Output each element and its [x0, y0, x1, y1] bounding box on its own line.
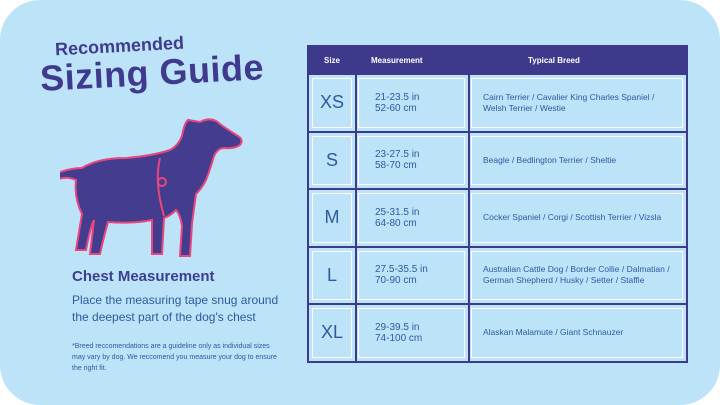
footnote: *Breed reccomendations are a guideline o… — [72, 343, 277, 372]
table-row: S 23-27.5 in 58-70 cm Beagle / Bedlington T… — [309, 130, 686, 189]
breed-cell: Australian Cattle Dog / Border Collie / … — [468, 247, 686, 303]
size-cell: XS — [309, 75, 355, 131]
size-cell: S — [309, 133, 355, 189]
column-header: Size — [323, 55, 340, 65]
column-header: Measurement — [371, 55, 423, 65]
table-header: Size Measurement Typical Breed — [309, 47, 686, 73]
breed-text: Cocker Spaniel / Corgi / Scottish Terrie… — [483, 212, 662, 223]
measurement-cell: 27.5-35.5 in 70-90 cm — [355, 247, 468, 303]
measurement-cell: 21-23.5 in 52-60 cm — [355, 75, 468, 131]
measurement-line: 21-23.5 in — [375, 91, 420, 103]
table-row: M 25-31.5 in 64-80 cm Cocker Spaniel / Corg… — [309, 188, 686, 246]
measurement-line: 29-39.5 in — [375, 321, 420, 333]
table-row: XS 21-23.5 in 52-60 cm Cairn Terrier / Cava… — [309, 73, 686, 131]
breed-cell: Beagle / Bedlington Terrier / Sheltie — [468, 132, 686, 188]
breed-cell: Cocker Spaniel / Corgi / Scottish Terrie… — [468, 190, 686, 246]
breed-cell: Alaskan Malamute / Giant Schnauzer — [468, 305, 686, 361]
measurement-line: 25-31.5 in — [375, 206, 420, 218]
breed-text: Beagle / Bedlington Terrier / Sheltie — [483, 154, 617, 165]
tape-mark — [157, 177, 167, 187]
section-title: Chest Measurement — [72, 268, 215, 285]
size-cell: L — [309, 248, 355, 304]
size-cell: M — [309, 190, 355, 246]
size-table: Size Measurement Typical Breed XS 21-23.5 in… — [307, 45, 688, 363]
measurement-line: 52-60 cm — [375, 102, 417, 114]
measurement-cell: 25-31.5 in 64-80 cm — [355, 190, 468, 246]
breed-text: Cairn Terrier / Cavalier King Charles Sp… — [483, 91, 655, 113]
breed-text: Alaskan Malamute / Giant Schnauzer — [483, 327, 624, 338]
section-text: Place the measuring tape snug around the… — [72, 293, 279, 324]
measurement-line: 58-70 cm — [375, 160, 417, 172]
breed-text: Australian Cattle Dog / Border Collie / … — [483, 264, 670, 286]
dog-illustration — [60, 118, 243, 257]
measurement-line: 70-90 cm — [375, 275, 417, 287]
measurement-line: 23-27.5 in — [375, 149, 420, 161]
measurement-cell: 29-39.5 in 74-100 cm — [355, 305, 468, 361]
measurement-line: 74-100 cm — [375, 332, 423, 344]
dog-silhouette — [60, 118, 243, 257]
measurement-line: 64-80 cm — [375, 217, 417, 229]
breed-cell: Cairn Terrier / Cavalier King Charles Sp… — [468, 75, 686, 131]
column-header: Typical Breed — [528, 55, 580, 65]
size-cell: XL — [309, 305, 355, 361]
measurement-line: 27.5-35.5 in — [375, 264, 428, 276]
measurement-cell: 23-27.5 in 58-70 cm — [355, 132, 468, 188]
table-row: XL 29-39.5 in 74-100 cm Alaskan Malamute / … — [309, 303, 686, 361]
table-row: L 27.5-35.5 in 70-90 cm Australian Cattle D… — [309, 245, 686, 304]
